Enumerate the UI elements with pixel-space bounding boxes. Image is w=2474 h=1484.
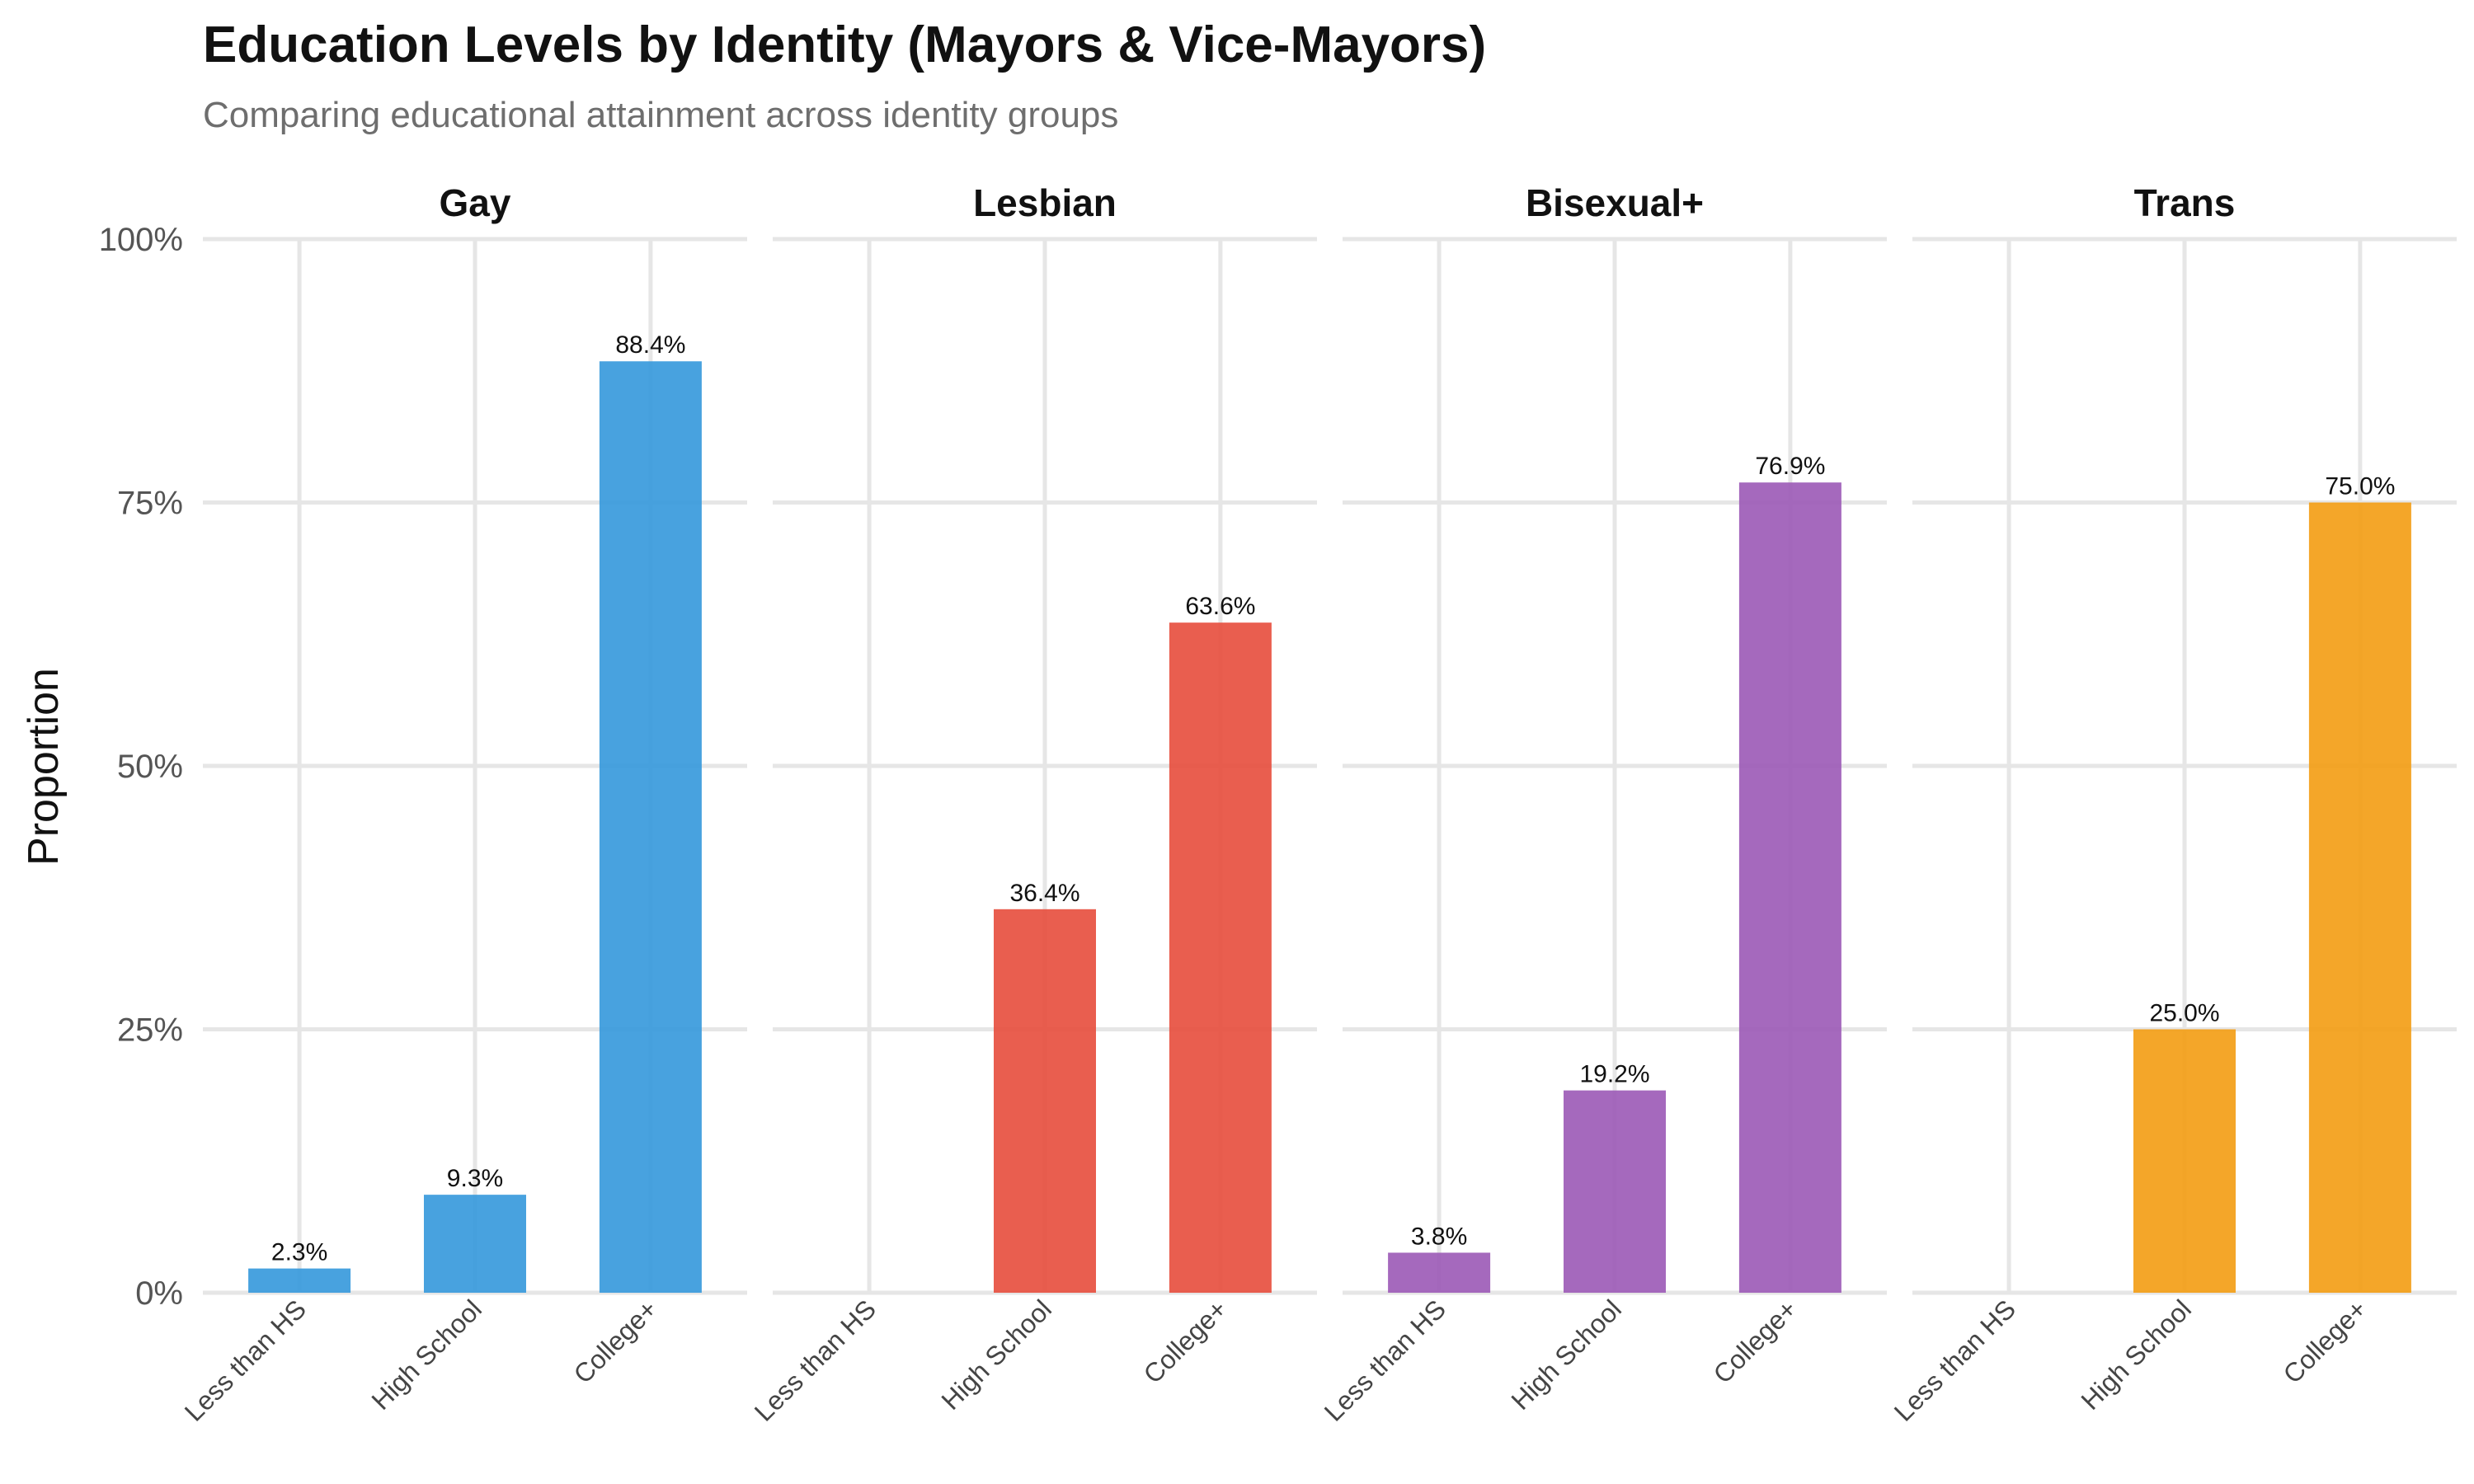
y-tick-label: 25% xyxy=(117,1012,183,1049)
data-label: 9.3% xyxy=(447,1165,503,1192)
y-tick-label: 75% xyxy=(117,486,183,522)
x-tick-label: Less than HS xyxy=(749,1294,882,1426)
x-tick-label: High School xyxy=(2075,1294,2196,1415)
facet-label-lesbian: Lesbian xyxy=(973,181,1117,224)
data-label: 76.9% xyxy=(1755,453,1825,480)
y-tick-label: 100% xyxy=(99,222,183,258)
chart-subtitle: Comparing educational attainment across … xyxy=(203,95,1118,135)
bar-lesbian-college xyxy=(1169,622,1272,1293)
y-tick-label: 0% xyxy=(135,1275,183,1312)
data-label: 75.0% xyxy=(2325,473,2395,500)
bar-gay-high-school xyxy=(424,1195,526,1293)
chart-title: Education Levels by Identity (Mayors & V… xyxy=(203,16,1486,73)
facet-label-gay: Gay xyxy=(440,181,511,224)
x-tick-label: College+ xyxy=(1707,1294,1802,1388)
x-tick-label: College+ xyxy=(567,1294,662,1388)
data-label: 25.0% xyxy=(2149,1000,2219,1027)
data-label: 63.6% xyxy=(1185,593,1255,620)
x-tick-label: Less than HS xyxy=(179,1294,312,1426)
x-tick-label: College+ xyxy=(1137,1294,1232,1388)
bar-lesbian-high-school xyxy=(994,909,1096,1293)
y-axis-label: Proportion xyxy=(20,668,68,866)
plot-area: 0% 25% 50% 75% 100% Gay 2.3% 9.3% 88.4% Less than… xyxy=(99,181,2457,1427)
x-tick-label: Less than HS xyxy=(1319,1294,1451,1426)
x-tick-label: Less than HS xyxy=(1888,1294,2021,1426)
facet-label-trans: Trans xyxy=(2134,181,2236,224)
data-label: 2.3% xyxy=(271,1239,327,1266)
bar-bisexual-high-school xyxy=(1564,1090,1666,1293)
bar-gay-less-than-hs xyxy=(248,1268,351,1293)
data-label: 88.4% xyxy=(615,331,685,359)
x-tick-label: High School xyxy=(365,1294,487,1415)
bar-bisexual-college xyxy=(1738,482,1841,1293)
bar-trans-high-school xyxy=(2133,1029,2236,1293)
data-label: 19.2% xyxy=(1579,1061,1649,1088)
y-tick-label: 50% xyxy=(117,749,183,785)
bar-bisexual-less-than-hs xyxy=(1388,1252,1491,1293)
data-label: 36.4% xyxy=(1009,880,1079,907)
x-tick-label: High School xyxy=(1505,1294,1626,1415)
bar-trans-college xyxy=(2308,502,2411,1293)
x-tick-label: College+ xyxy=(2277,1294,2372,1388)
x-tick-label: High School xyxy=(935,1294,1056,1415)
facet-label-bisexual: Bisexual+ xyxy=(1526,181,1704,224)
bar-gay-college xyxy=(599,361,702,1293)
data-label: 3.8% xyxy=(1411,1223,1467,1250)
